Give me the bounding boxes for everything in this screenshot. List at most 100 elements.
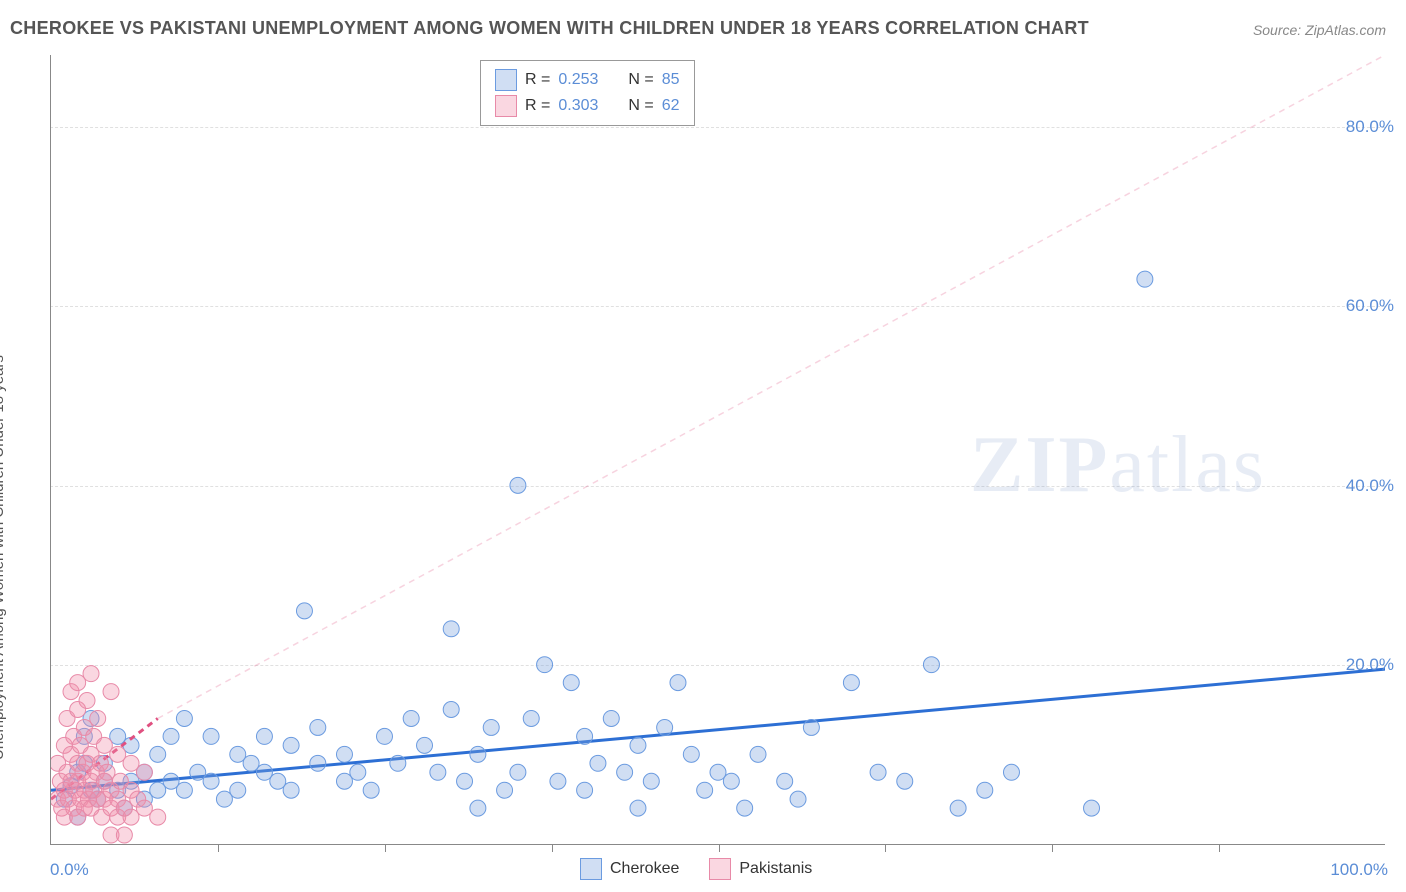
legend-series: Cherokee Pakistanis	[580, 858, 812, 880]
legend-swatch	[495, 95, 517, 117]
data-point	[363, 782, 379, 798]
data-point	[310, 719, 326, 735]
data-point	[870, 764, 886, 780]
data-point	[977, 782, 993, 798]
data-point	[603, 710, 619, 726]
data-point	[657, 719, 673, 735]
data-point	[510, 764, 526, 780]
data-point	[923, 657, 939, 673]
x-axis-max-label: 100.0%	[1330, 860, 1388, 880]
data-point	[350, 764, 366, 780]
data-point	[203, 728, 219, 744]
data-point	[683, 746, 699, 762]
data-point	[790, 791, 806, 807]
legend-correlation: R =0.253N =85R =0.303N =62	[480, 60, 695, 126]
data-point	[470, 746, 486, 762]
x-tick	[1219, 844, 1220, 852]
chart-title: CHEROKEE VS PAKISTANI UNEMPLOYMENT AMONG…	[10, 18, 1089, 39]
x-axis-min-label: 0.0%	[50, 860, 89, 880]
legend-item: Cherokee	[580, 858, 679, 880]
data-point	[103, 684, 119, 700]
data-point	[630, 800, 646, 816]
watermark-zip: ZIP	[970, 421, 1109, 509]
data-point	[90, 710, 106, 726]
data-point	[176, 782, 192, 798]
y-axis-label: Unemployment Among Women with Children U…	[0, 355, 7, 760]
data-point	[443, 702, 459, 718]
data-point	[283, 782, 299, 798]
data-point	[563, 675, 579, 691]
x-tick	[218, 844, 219, 852]
data-point	[617, 764, 633, 780]
data-point	[737, 800, 753, 816]
legend-row: R =0.253N =85	[495, 67, 680, 93]
n-value: 62	[662, 97, 680, 115]
data-point	[670, 675, 686, 691]
data-point	[630, 737, 646, 753]
r-value: 0.253	[558, 71, 598, 89]
data-point	[590, 755, 606, 771]
r-label: R =	[525, 97, 550, 115]
watermark-atlas: atlas	[1109, 421, 1266, 509]
data-point	[537, 657, 553, 673]
data-point	[310, 755, 326, 771]
trend-line-ext	[158, 55, 1385, 718]
r-value: 0.303	[558, 97, 598, 115]
data-point	[1003, 764, 1019, 780]
legend-swatch	[580, 858, 602, 880]
data-point	[523, 710, 539, 726]
x-tick	[552, 844, 553, 852]
data-point	[697, 782, 713, 798]
y-tick-label: 40.0%	[1346, 476, 1394, 496]
data-point	[296, 603, 312, 619]
data-point	[176, 710, 192, 726]
data-point	[510, 477, 526, 493]
data-point	[150, 809, 166, 825]
n-label: N =	[628, 71, 653, 89]
data-point	[750, 746, 766, 762]
legend-row: R = 0.303 N = 62	[495, 93, 680, 119]
data-point	[203, 773, 219, 789]
data-point	[230, 782, 246, 798]
legend-label: Pakistanis	[739, 860, 812, 878]
data-point	[83, 666, 99, 682]
y-tick-label: 60.0%	[1346, 296, 1394, 316]
data-point	[843, 675, 859, 691]
data-point	[336, 746, 352, 762]
x-tick	[885, 844, 886, 852]
data-point	[377, 728, 393, 744]
data-point	[150, 746, 166, 762]
data-point	[1137, 271, 1153, 287]
data-point	[643, 773, 659, 789]
data-point	[116, 827, 132, 843]
data-point	[550, 773, 566, 789]
watermark: ZIPatlas	[970, 420, 1266, 511]
x-tick	[1052, 844, 1053, 852]
legend-label: Cherokee	[610, 860, 679, 878]
data-point	[577, 782, 593, 798]
r-label: R =	[525, 71, 550, 89]
data-point	[470, 800, 486, 816]
n-label: N =	[628, 97, 653, 115]
data-point	[723, 773, 739, 789]
source-label: Source: ZipAtlas.com	[1253, 22, 1386, 38]
data-point	[497, 782, 513, 798]
data-point	[950, 800, 966, 816]
data-point	[163, 728, 179, 744]
data-point	[136, 764, 152, 780]
data-point	[430, 764, 446, 780]
data-point	[417, 737, 433, 753]
data-point	[777, 773, 793, 789]
legend-swatch	[709, 858, 731, 880]
data-point	[390, 755, 406, 771]
data-point	[403, 710, 419, 726]
data-point	[1084, 800, 1100, 816]
data-point	[577, 728, 593, 744]
data-point	[283, 737, 299, 753]
data-point	[79, 693, 95, 709]
data-point	[443, 621, 459, 637]
data-point	[457, 773, 473, 789]
x-tick	[385, 844, 386, 852]
data-point	[483, 719, 499, 735]
legend-item: Pakistanis	[709, 858, 812, 880]
